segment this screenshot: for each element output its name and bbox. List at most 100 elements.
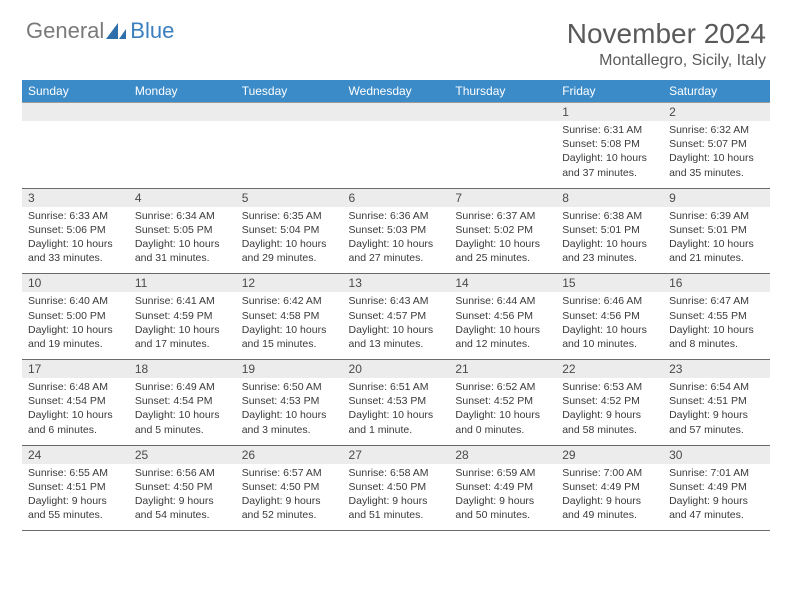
week-row: Sunrise: 6:40 AMSunset: 5:00 PMDaylight:…: [22, 292, 770, 359]
sunrise-line: Sunrise: 6:58 AM: [349, 466, 444, 480]
day-number: [22, 103, 129, 122]
header: General Blue November 2024 Montallegro, …: [0, 0, 792, 74]
day-cell: Sunrise: 6:46 AMSunset: 4:56 PMDaylight:…: [556, 292, 663, 359]
day-header: Tuesday: [236, 80, 343, 103]
day-cell: Sunrise: 6:44 AMSunset: 4:56 PMDaylight:…: [449, 292, 556, 359]
day-number: 16: [663, 274, 770, 293]
daylight-line: Daylight: 10 hours and 1 minute.: [349, 408, 444, 436]
day-cell: Sunrise: 6:36 AMSunset: 5:03 PMDaylight:…: [343, 207, 450, 274]
sunset-line: Sunset: 4:52 PM: [455, 394, 550, 408]
sunset-line: Sunset: 5:06 PM: [28, 223, 123, 237]
sunset-line: Sunset: 5:01 PM: [669, 223, 764, 237]
day-cell: Sunrise: 7:00 AMSunset: 4:49 PMDaylight:…: [556, 464, 663, 531]
day-cell-text: Sunrise: 6:38 AMSunset: 5:01 PMDaylight:…: [560, 207, 659, 268]
sunset-line: Sunset: 4:49 PM: [455, 480, 550, 494]
sunrise-line: Sunrise: 6:47 AM: [669, 294, 764, 308]
logo-sail-icon: [104, 21, 128, 41]
sunset-line: Sunset: 4:49 PM: [562, 480, 657, 494]
daylight-line: Daylight: 10 hours and 19 minutes.: [28, 323, 123, 351]
sunset-line: Sunset: 4:53 PM: [242, 394, 337, 408]
day-cell-text: Sunrise: 6:52 AMSunset: 4:52 PMDaylight:…: [453, 378, 552, 439]
sunrise-line: Sunrise: 6:34 AM: [135, 209, 230, 223]
day-number: 29: [556, 445, 663, 464]
day-cell: Sunrise: 6:34 AMSunset: 5:05 PMDaylight:…: [129, 207, 236, 274]
sunrise-line: Sunrise: 6:41 AM: [135, 294, 230, 308]
daylight-line: Daylight: 9 hours and 49 minutes.: [562, 494, 657, 522]
day-header: Wednesday: [343, 80, 450, 103]
day-cell-text: Sunrise: 6:57 AMSunset: 4:50 PMDaylight:…: [240, 464, 339, 525]
daylight-line: Daylight: 10 hours and 12 minutes.: [455, 323, 550, 351]
daylight-line: Daylight: 10 hours and 31 minutes.: [135, 237, 230, 265]
day-cell-text: Sunrise: 6:58 AMSunset: 4:50 PMDaylight:…: [347, 464, 446, 525]
daynum-row: 3456789: [22, 188, 770, 207]
daylight-line: Daylight: 10 hours and 37 minutes.: [562, 151, 657, 179]
week-row: Sunrise: 6:31 AMSunset: 5:08 PMDaylight:…: [22, 121, 770, 188]
sunrise-line: Sunrise: 6:48 AM: [28, 380, 123, 394]
day-cell: Sunrise: 6:50 AMSunset: 4:53 PMDaylight:…: [236, 378, 343, 445]
day-number: [343, 103, 450, 122]
daynum-row: 17181920212223: [22, 360, 770, 379]
day-number: 11: [129, 274, 236, 293]
sunrise-line: Sunrise: 7:00 AM: [562, 466, 657, 480]
sunset-line: Sunset: 5:05 PM: [135, 223, 230, 237]
day-cell: Sunrise: 6:33 AMSunset: 5:06 PMDaylight:…: [22, 207, 129, 274]
day-number: [129, 103, 236, 122]
daylight-line: Daylight: 10 hours and 25 minutes.: [455, 237, 550, 265]
day-cell: Sunrise: 6:42 AMSunset: 4:58 PMDaylight:…: [236, 292, 343, 359]
day-cell: Sunrise: 6:43 AMSunset: 4:57 PMDaylight:…: [343, 292, 450, 359]
day-cell-text: Sunrise: 7:01 AMSunset: 4:49 PMDaylight:…: [667, 464, 766, 525]
day-cell-text: Sunrise: 6:47 AMSunset: 4:55 PMDaylight:…: [667, 292, 766, 353]
logo-text-general: General: [26, 18, 104, 44]
day-cell-text: Sunrise: 6:46 AMSunset: 4:56 PMDaylight:…: [560, 292, 659, 353]
sunrise-line: Sunrise: 6:44 AM: [455, 294, 550, 308]
sunset-line: Sunset: 5:03 PM: [349, 223, 444, 237]
daylight-line: Daylight: 9 hours and 57 minutes.: [669, 408, 764, 436]
day-number: 21: [449, 360, 556, 379]
daylight-line: Daylight: 10 hours and 0 minutes.: [455, 408, 550, 436]
sunset-line: Sunset: 4:50 PM: [135, 480, 230, 494]
sunset-line: Sunset: 5:07 PM: [669, 137, 764, 151]
day-cell: Sunrise: 6:35 AMSunset: 5:04 PMDaylight:…: [236, 207, 343, 274]
sunrise-line: Sunrise: 6:46 AM: [562, 294, 657, 308]
day-cell-text: Sunrise: 6:42 AMSunset: 4:58 PMDaylight:…: [240, 292, 339, 353]
week-row: Sunrise: 6:33 AMSunset: 5:06 PMDaylight:…: [22, 207, 770, 274]
sunset-line: Sunset: 4:51 PM: [28, 480, 123, 494]
day-cell-text: Sunrise: 7:00 AMSunset: 4:49 PMDaylight:…: [560, 464, 659, 525]
daylight-line: Daylight: 9 hours and 54 minutes.: [135, 494, 230, 522]
sunset-line: Sunset: 4:50 PM: [242, 480, 337, 494]
sunset-line: Sunset: 5:08 PM: [562, 137, 657, 151]
day-cell-text: Sunrise: 6:53 AMSunset: 4:52 PMDaylight:…: [560, 378, 659, 439]
sunset-line: Sunset: 4:54 PM: [135, 394, 230, 408]
day-number: 18: [129, 360, 236, 379]
daylight-line: Daylight: 10 hours and 21 minutes.: [669, 237, 764, 265]
sunrise-line: Sunrise: 6:55 AM: [28, 466, 123, 480]
daynum-row: 24252627282930: [22, 445, 770, 464]
daylight-line: Daylight: 9 hours and 58 minutes.: [562, 408, 657, 436]
sunrise-line: Sunrise: 6:49 AM: [135, 380, 230, 394]
daynum-row: 12: [22, 103, 770, 122]
daylight-line: Daylight: 10 hours and 23 minutes.: [562, 237, 657, 265]
calendar-table: SundayMondayTuesdayWednesdayThursdayFrid…: [22, 80, 770, 531]
sunrise-line: Sunrise: 6:54 AM: [669, 380, 764, 394]
daylight-line: Daylight: 10 hours and 15 minutes.: [242, 323, 337, 351]
sunset-line: Sunset: 5:00 PM: [28, 309, 123, 323]
sunrise-line: Sunrise: 6:56 AM: [135, 466, 230, 480]
daylight-line: Daylight: 10 hours and 3 minutes.: [242, 408, 337, 436]
day-number: 9: [663, 188, 770, 207]
day-cell: Sunrise: 6:54 AMSunset: 4:51 PMDaylight:…: [663, 378, 770, 445]
day-cell-text: Sunrise: 6:43 AMSunset: 4:57 PMDaylight:…: [347, 292, 446, 353]
daylight-line: Daylight: 10 hours and 5 minutes.: [135, 408, 230, 436]
daylight-line: Daylight: 9 hours and 52 minutes.: [242, 494, 337, 522]
sunset-line: Sunset: 4:58 PM: [242, 309, 337, 323]
sunset-line: Sunset: 4:50 PM: [349, 480, 444, 494]
sunset-line: Sunset: 5:04 PM: [242, 223, 337, 237]
day-cell-text: Sunrise: 6:55 AMSunset: 4:51 PMDaylight:…: [26, 464, 125, 525]
month-title: November 2024: [567, 18, 766, 50]
day-cell: Sunrise: 6:58 AMSunset: 4:50 PMDaylight:…: [343, 464, 450, 531]
day-cell: [236, 121, 343, 188]
sunrise-line: Sunrise: 7:01 AM: [669, 466, 764, 480]
day-number: 24: [22, 445, 129, 464]
day-cell: [343, 121, 450, 188]
day-cell: Sunrise: 6:51 AMSunset: 4:53 PMDaylight:…: [343, 378, 450, 445]
day-cell-text: Sunrise: 6:54 AMSunset: 4:51 PMDaylight:…: [667, 378, 766, 439]
